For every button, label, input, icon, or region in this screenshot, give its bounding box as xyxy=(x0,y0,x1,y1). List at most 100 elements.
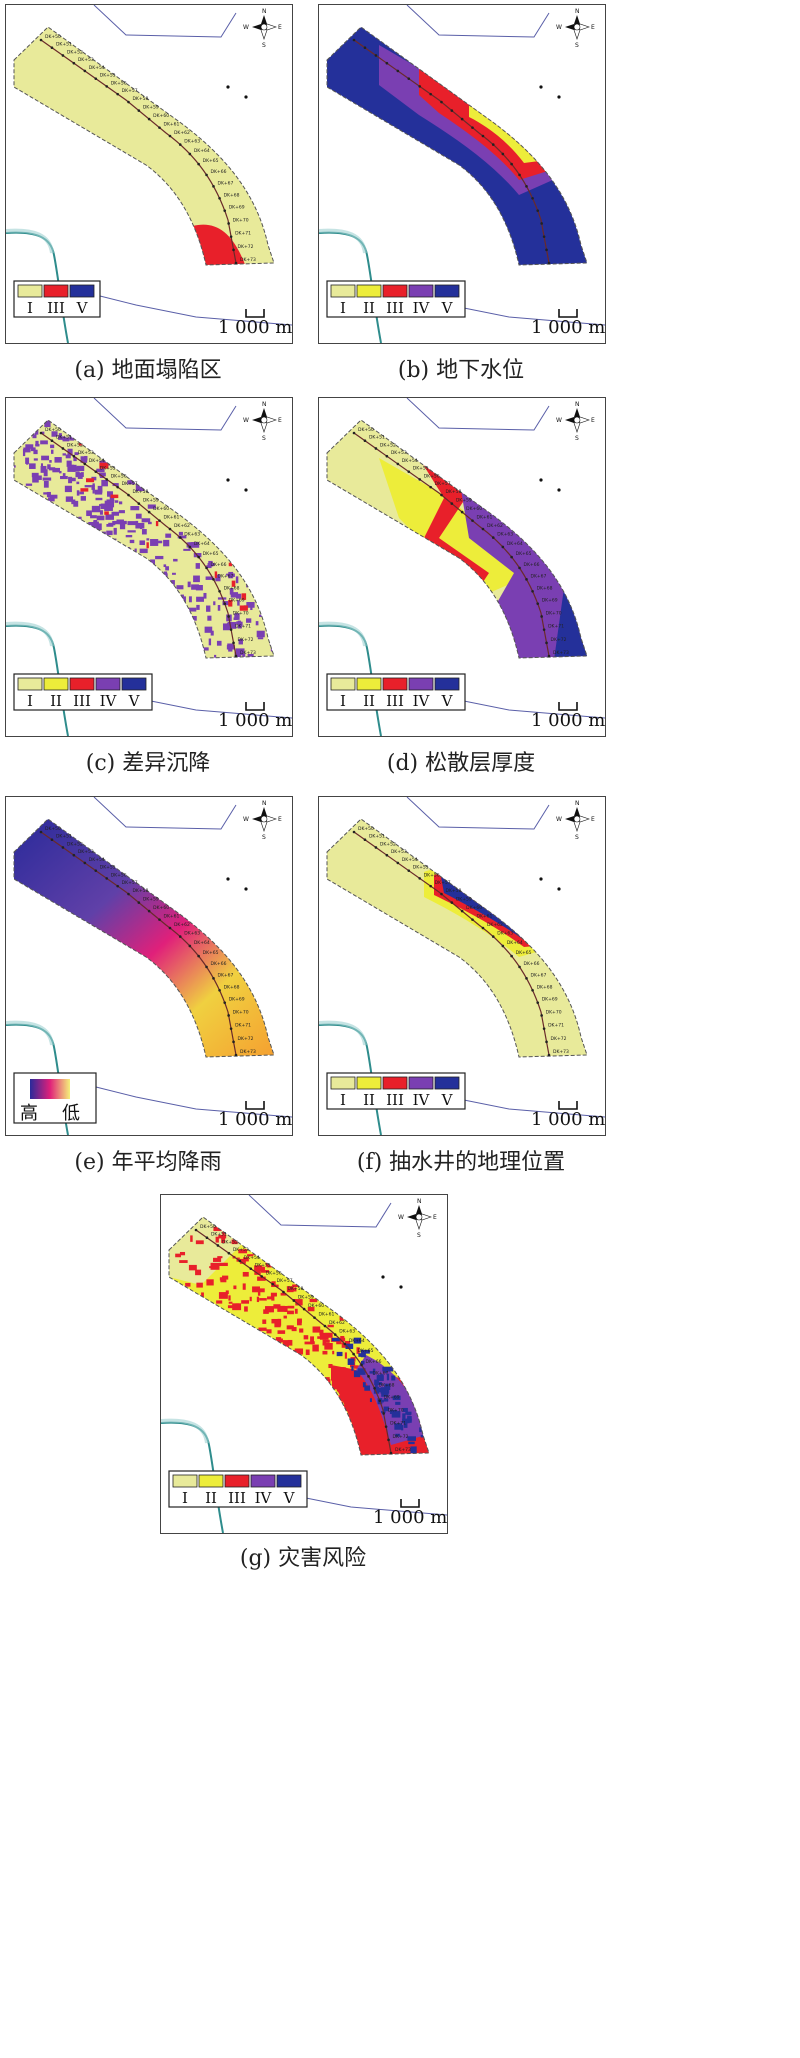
station-marker xyxy=(481,926,485,930)
station-marker xyxy=(223,209,227,212)
station-label: DK+58 xyxy=(287,1286,303,1292)
legend-swatch xyxy=(382,284,408,298)
classified-cell xyxy=(214,571,218,578)
legend-label: I xyxy=(340,1091,346,1109)
classified-cell xyxy=(289,1364,297,1368)
classified-cell xyxy=(155,555,164,560)
classified-cell xyxy=(286,1286,294,1293)
station-label: DK+52 xyxy=(380,442,396,448)
classified-cell xyxy=(225,1290,229,1295)
station-label: DK+55 xyxy=(255,1263,271,1269)
legend-label: II xyxy=(363,692,375,710)
station-label: DK+57 xyxy=(122,880,138,886)
station-marker xyxy=(542,628,546,631)
station-label: DK+54 xyxy=(402,458,418,464)
classified-cell xyxy=(351,1365,354,1371)
classified-cell xyxy=(135,513,142,519)
classified-cell xyxy=(94,489,103,495)
scale-label: 1 000 m xyxy=(373,1507,447,1528)
station-marker xyxy=(531,590,534,593)
classified-cell xyxy=(293,1384,300,1390)
station-marker xyxy=(212,977,215,980)
compass-w: W xyxy=(556,816,562,823)
station-marker xyxy=(491,143,495,146)
classified-cell xyxy=(209,1266,218,1269)
classified-cell xyxy=(176,585,184,590)
station-label: DK+65 xyxy=(516,950,532,956)
station-marker xyxy=(147,117,151,121)
classified-cell xyxy=(262,1319,267,1324)
station-label: DK+62 xyxy=(174,922,190,928)
classified-cell xyxy=(353,1337,362,1344)
classified-cell xyxy=(149,580,152,584)
river-bank xyxy=(6,1020,54,1046)
classified-cell xyxy=(216,1300,223,1304)
scale-label: 1 000 m xyxy=(531,317,605,338)
classified-cell xyxy=(214,654,217,658)
station-label: DK+53 xyxy=(233,1247,249,1253)
classified-cell xyxy=(114,500,119,503)
classified-cell xyxy=(246,618,252,623)
station-label: DK+55 xyxy=(100,73,116,79)
station-marker xyxy=(525,977,528,980)
station-label: DK+67 xyxy=(531,573,547,579)
station-label: DK+62 xyxy=(487,922,503,928)
classified-cell xyxy=(127,521,136,526)
classified-cell xyxy=(287,1305,295,1309)
classified-cell xyxy=(77,472,83,479)
legend-swatch xyxy=(408,677,434,691)
classified-cell xyxy=(116,568,119,574)
legend-label: V xyxy=(441,1091,454,1109)
classified-cell xyxy=(35,443,40,447)
classified-cell xyxy=(184,1217,192,1219)
classified-cell xyxy=(179,1260,188,1263)
classified-cell xyxy=(410,1446,417,1454)
classified-cell xyxy=(106,523,114,527)
station-marker xyxy=(540,1014,543,1017)
north-arrow-icon: N S E W xyxy=(556,401,595,442)
classified-cell xyxy=(154,575,159,583)
classified-cell xyxy=(309,1298,318,1303)
classified-cell xyxy=(261,662,267,669)
classified-cell xyxy=(130,560,136,567)
station-marker xyxy=(188,152,192,156)
station-marker xyxy=(450,901,454,904)
station-label: DK+60 xyxy=(466,506,482,512)
station-marker xyxy=(232,248,235,252)
station-label: DK+65 xyxy=(203,950,219,956)
classified-cell xyxy=(190,1235,193,1242)
classified-cell xyxy=(327,1324,334,1328)
station-marker xyxy=(234,654,238,658)
classified-cell xyxy=(395,1401,401,1405)
classified-cell xyxy=(297,1318,302,1326)
point-marker xyxy=(226,877,230,881)
classified-cell xyxy=(246,602,255,608)
station-label: DK+53 xyxy=(391,450,407,456)
station-label: DK+59 xyxy=(298,1295,314,1301)
classified-cell xyxy=(375,1384,378,1389)
station-marker xyxy=(127,493,130,497)
legend-label: IV xyxy=(100,692,118,710)
panel-caption-a: (a) 地面塌陷区 xyxy=(74,358,222,383)
classified-cell xyxy=(219,1262,228,1267)
classified-cell xyxy=(95,497,103,501)
classified-cell xyxy=(259,1266,265,1271)
classified-cell xyxy=(95,562,101,567)
classified-cell xyxy=(235,653,241,658)
point-marker xyxy=(244,887,248,891)
classified-cell xyxy=(278,1363,285,1366)
legend-label: II xyxy=(363,1091,375,1109)
station-label: DK+66 xyxy=(524,562,540,568)
classified-cell xyxy=(162,588,167,591)
classified-cell xyxy=(112,568,121,574)
legend-swatch xyxy=(17,677,43,691)
classified-cell xyxy=(191,584,199,590)
classified-cell xyxy=(195,1240,204,1245)
classified-cell xyxy=(215,1236,219,1243)
legend-label: V xyxy=(441,299,454,317)
classified-cell xyxy=(42,477,52,481)
classified-cell xyxy=(213,1257,222,1262)
classified-cell xyxy=(361,1360,365,1365)
classified-cell xyxy=(336,1351,343,1357)
station-marker xyxy=(282,1290,285,1294)
